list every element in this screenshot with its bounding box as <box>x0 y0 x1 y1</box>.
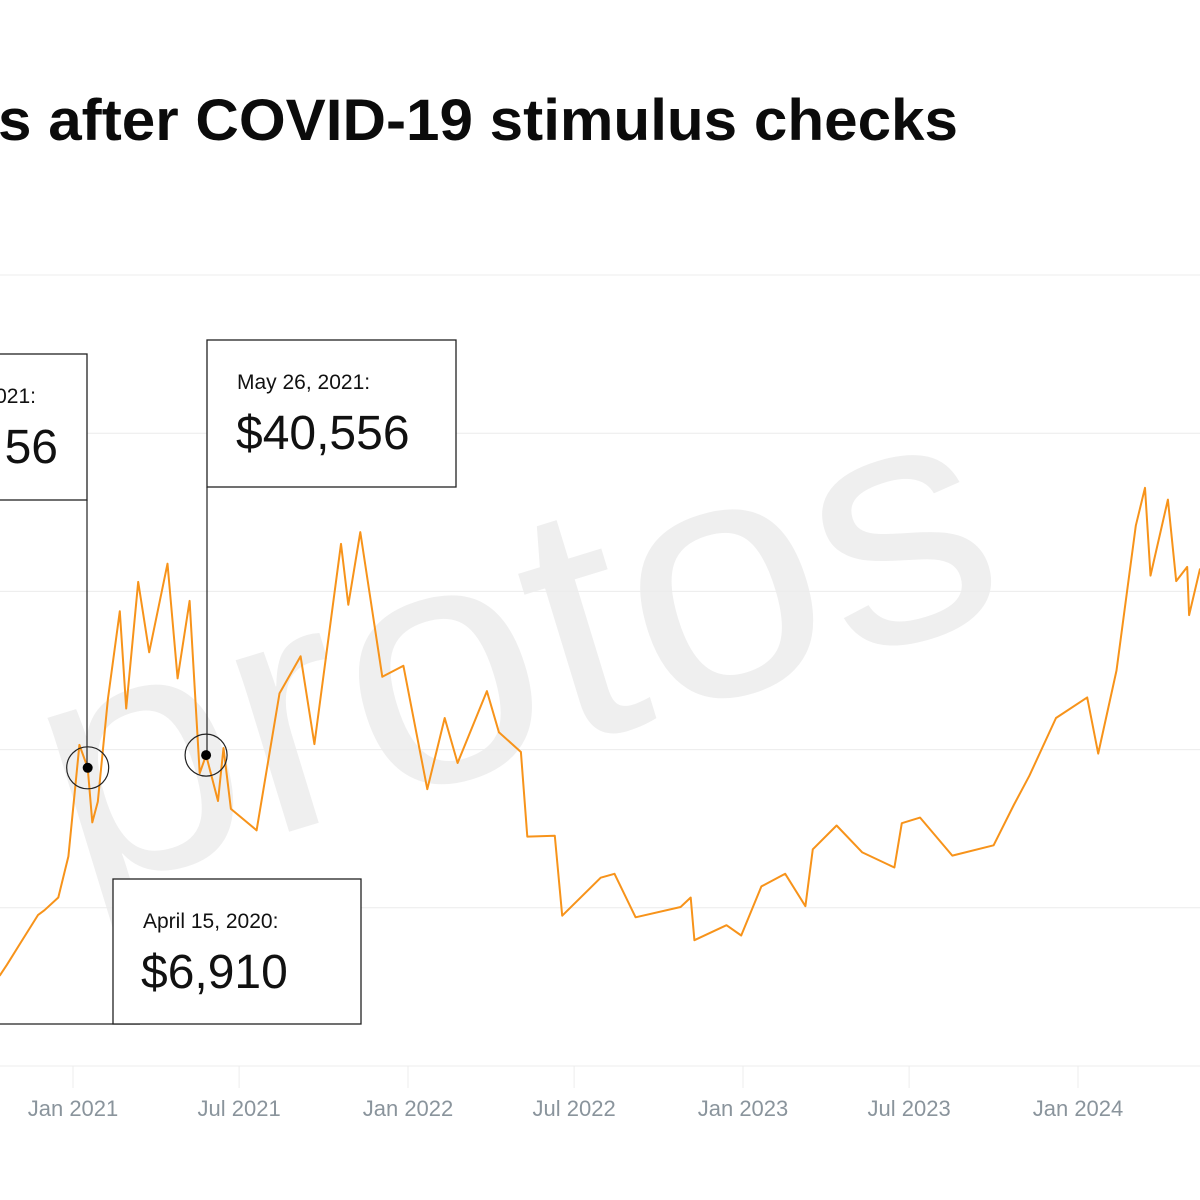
annotation-value: $6,910 <box>141 946 288 999</box>
x-tick-label: Jan 2022 <box>363 1096 454 1121</box>
annotation-ring <box>66 746 110 790</box>
x-tick-label: Jan 2021 <box>28 1096 119 1121</box>
watermark-logo: protos <box>0 316 1037 967</box>
x-tick-label: Jan 2024 <box>1033 1096 1124 1121</box>
chart-title: s after COVID-19 stimulus checks <box>0 88 958 153</box>
annotation-date: May 26, 2021: <box>237 371 370 394</box>
annotation-date: April 15, 2020: <box>143 910 278 933</box>
annotation-jan-2021: 021: 56 <box>0 353 88 768</box>
annotation-ring <box>184 733 228 777</box>
x-tick-label: Jan 2023 <box>698 1096 789 1121</box>
x-tick-label: Jul 2022 <box>533 1096 616 1121</box>
x-tick-label: Jul 2021 <box>198 1096 281 1121</box>
annotation-value: $40,556 <box>236 407 410 460</box>
x-axis: Jan 2021 Jul 2021 Jan 2022 Jul 2022 Jan 2023… <box>28 1066 1124 1121</box>
annotation-markers <box>66 733 228 790</box>
annotation-point <box>201 750 212 761</box>
annotation-box <box>206 339 457 488</box>
price-line <box>0 486 1200 977</box>
annotation-box <box>112 878 362 1025</box>
x-tick-label: Jul 2023 <box>868 1096 951 1121</box>
annotation-date: 021: <box>0 385 36 408</box>
annotation-point <box>82 762 93 773</box>
annotation-may-2021: May 26, 2021: $40,556 <box>206 339 457 758</box>
annotation-box <box>0 353 88 501</box>
annotation-apr-2020: April 15, 2020: $6,910 <box>0 878 362 1025</box>
annotation-value: 56 <box>5 421 58 474</box>
